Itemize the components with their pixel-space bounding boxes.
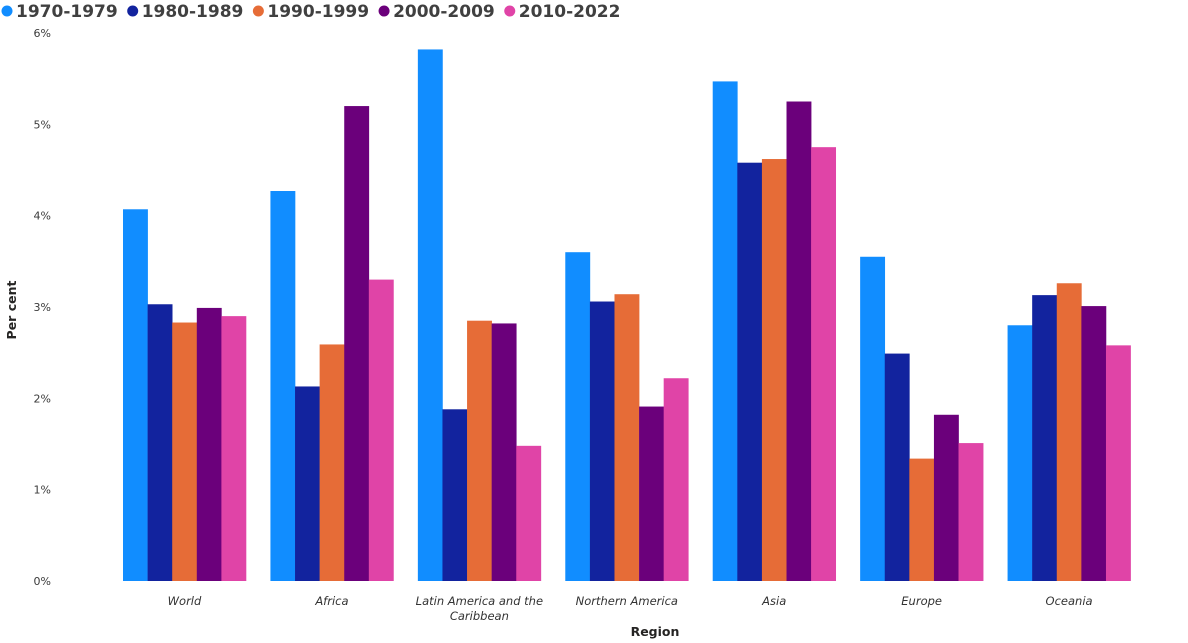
bar[interactable] — [958, 443, 984, 581]
x-tick-label: Latin America and the Caribbean — [416, 594, 543, 623]
bar[interactable] — [811, 147, 837, 581]
bar[interactable] — [1032, 295, 1058, 581]
legend: 1970-1979 1980-1989 1990-1999 2000-2009 2010… — [1, 2, 620, 22]
bar[interactable] — [442, 409, 468, 581]
bar[interactable] — [786, 101, 812, 582]
bar[interactable] — [270, 191, 296, 582]
bar[interactable] — [614, 294, 640, 581]
x-tick-label: World — [168, 594, 202, 608]
bar[interactable] — [516, 445, 542, 581]
bar[interactable] — [172, 322, 198, 581]
bar[interactable] — [344, 106, 370, 582]
bar-group — [1007, 283, 1131, 581]
y-axis-title: Per cent — [4, 281, 19, 340]
bar[interactable] — [589, 301, 615, 581]
y-tick-label: 4% — [34, 210, 51, 223]
bar[interactable] — [319, 344, 345, 581]
legend-marker — [252, 5, 264, 17]
y-tick-label: 6% — [34, 27, 51, 40]
legend-label: 1970-1979 — [16, 2, 118, 22]
bar[interactable] — [639, 406, 664, 581]
legend-marker — [1, 5, 13, 17]
bar-group — [270, 106, 394, 582]
bar[interactable] — [467, 320, 492, 581]
bar[interactable] — [147, 304, 173, 581]
y-tick-label: 2% — [34, 392, 51, 405]
bar[interactable] — [565, 252, 591, 581]
bar[interactable] — [884, 353, 910, 581]
bar[interactable] — [860, 256, 886, 581]
bar-group — [417, 49, 542, 581]
legend-marker — [378, 5, 390, 17]
bar[interactable] — [221, 316, 247, 581]
legend-label: 2010-2022 — [519, 2, 621, 22]
y-tick-label: 1% — [34, 484, 51, 497]
x-tick-label: Northern America — [576, 594, 678, 608]
legend-marker — [504, 5, 516, 17]
bar[interactable] — [123, 209, 148, 582]
legend-item[interactable]: 2000-2009 — [378, 2, 495, 22]
bar[interactable] — [761, 159, 787, 582]
legend-label: 2000-2009 — [393, 2, 495, 22]
bar[interactable] — [712, 81, 738, 581]
legend-item[interactable]: 1980-1989 — [127, 2, 243, 22]
bar[interactable] — [1007, 325, 1033, 581]
bar[interactable] — [737, 162, 763, 581]
bar[interactable] — [1056, 283, 1082, 581]
legend-item[interactable]: 1990-1999 — [252, 2, 369, 22]
bar[interactable] — [933, 414, 959, 581]
bar[interactable] — [295, 386, 320, 581]
bar[interactable] — [909, 458, 935, 581]
legend-label: 1980-1989 — [142, 2, 244, 22]
bar[interactable] — [663, 378, 689, 581]
x-tick-label: Europe — [901, 594, 942, 608]
bar-group — [860, 256, 984, 581]
legend-item[interactable]: 2010-2022 — [504, 2, 620, 22]
bar[interactable] — [491, 323, 517, 581]
bar[interactable] — [196, 307, 222, 581]
y-tick-label: 3% — [34, 301, 51, 314]
bar[interactable] — [1105, 345, 1131, 581]
bars — [123, 49, 1131, 582]
y-axis: 0% 1% 2% 3% 4% 5% 6% — [34, 27, 51, 588]
bar[interactable] — [1081, 306, 1107, 581]
bar-group — [565, 252, 689, 581]
legend-marker — [127, 5, 139, 17]
bar[interactable] — [368, 279, 394, 581]
bar-group — [123, 209, 247, 582]
x-tick-label: Asia — [761, 594, 786, 608]
legend-label: 1990-1999 — [267, 2, 369, 22]
legend-item[interactable]: 1970-1979 — [1, 2, 118, 22]
bar[interactable] — [417, 49, 443, 581]
y-tick-label: 5% — [34, 118, 51, 131]
x-tick-label: Oceania — [1046, 594, 1093, 608]
y-tick-label: 0% — [34, 575, 51, 588]
x-tick-label: Africa — [314, 594, 348, 608]
bar-group — [712, 81, 837, 582]
x-axis-title: Region — [631, 624, 680, 639]
x-axis: World Africa Latin America and the Caribbea… — [168, 594, 1093, 623]
